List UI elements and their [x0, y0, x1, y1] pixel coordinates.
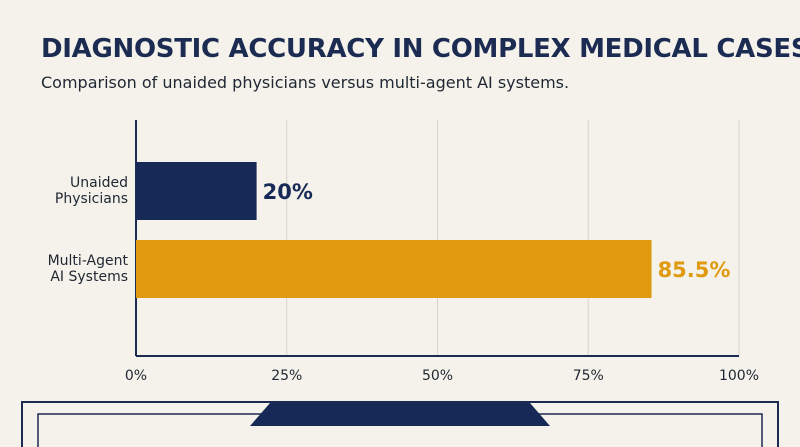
category-label: Unaided [70, 175, 128, 191]
category-label: Multi-Agent [48, 253, 129, 269]
frame-outline [21, 401, 779, 447]
category-label: Physicians [55, 191, 128, 207]
chart-title: DIAGNOSTIC ACCURACY IN COMPLEX MEDICAL C… [41, 34, 800, 64]
x-tick-label: 75% [573, 368, 604, 384]
chart-subtitle: Comparison of unaided physicians versus … [41, 73, 570, 92]
data-label: 20% [263, 180, 313, 204]
x-tick-label: 25% [271, 368, 302, 384]
bar [136, 162, 257, 220]
frame-tab [250, 403, 550, 426]
data-label: 85.5% [658, 258, 731, 282]
x-tick-label: 0% [125, 368, 147, 384]
category-label: AI Systems [50, 269, 128, 285]
bar [136, 240, 652, 298]
x-tick-label: 100% [719, 368, 759, 384]
x-tick-label: 50% [422, 368, 453, 384]
